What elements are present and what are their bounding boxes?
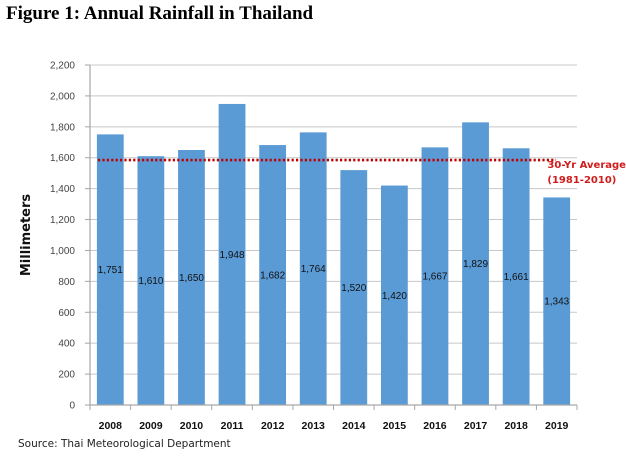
bar <box>462 122 489 405</box>
x-tick-label: 2010 <box>180 420 204 432</box>
bars <box>96 103 571 406</box>
bar <box>421 147 449 405</box>
x-tick-label: 2016 <box>423 420 447 432</box>
average-line-label: 30-Yr Average <box>547 160 626 171</box>
average-line-period: (1981-2010) <box>547 175 616 186</box>
data-label: 1,829 <box>463 259 488 270</box>
bar <box>380 185 408 405</box>
source-note: Source: Thai Meteorological Department <box>18 438 231 450</box>
bar <box>218 103 246 405</box>
bar <box>96 134 124 405</box>
x-tick-label: 2017 <box>464 420 488 432</box>
y-tick-label: 2,000 <box>50 91 75 102</box>
y-tick-label: 400 <box>58 339 75 350</box>
data-label: 1,650 <box>179 273 204 284</box>
x-tick-label: 2014 <box>342 420 366 432</box>
x-tick-label: 2018 <box>504 420 528 432</box>
data-labels: 1,751 1,610 1,650 1,948 1,682 1,764 1,520 1,420… <box>98 250 570 308</box>
y-tick-label: 1,600 <box>50 153 75 164</box>
x-tick-label: 2011 <box>221 420 244 432</box>
x-tick-label: 2015 <box>383 420 407 432</box>
bar <box>502 148 530 406</box>
x-tick-label: 2009 <box>139 420 163 432</box>
y-axis-label: Millimeters <box>19 194 34 277</box>
data-label: 1,667 <box>422 272 447 283</box>
data-label: 1,751 <box>98 265 123 276</box>
chart-title: Figure 1: Annual Rainfall in Thailand <box>6 3 314 24</box>
bar <box>137 156 165 405</box>
y-tick-label: 1,200 <box>50 215 75 226</box>
y-axis-ticks: 0 200 400 600 800 1,000 1,200 1,400 1,600 1,800 2,… <box>50 61 90 412</box>
y-tick-label: 1,400 <box>50 184 75 195</box>
data-label: 1,420 <box>382 291 407 302</box>
bar <box>178 150 205 405</box>
bar <box>543 197 571 405</box>
y-tick-label: 1,000 <box>50 246 75 257</box>
bar <box>340 170 368 405</box>
x-axis-ticks: 2008 2009 2010 2011 2012 2013 2014 2015 2016 2017… <box>89 405 578 432</box>
data-label: 1,661 <box>504 272 529 283</box>
y-tick-label: 0 <box>69 401 75 412</box>
data-label: 1,682 <box>260 271 285 282</box>
data-label: 1,764 <box>301 264 326 275</box>
data-label: 1,520 <box>341 283 366 294</box>
x-tick-label: 2012 <box>261 420 285 432</box>
data-label: 1,948 <box>220 250 245 261</box>
data-label: 1,610 <box>138 276 163 287</box>
x-tick-label: 2019 <box>545 420 569 432</box>
gridlines <box>90 64 577 375</box>
y-tick-label: 800 <box>58 277 75 288</box>
average-line-group: 30-Yr Average (1981-2010) <box>98 158 626 186</box>
y-tick-label: 200 <box>58 370 75 381</box>
x-tick-label: 2013 <box>302 420 326 432</box>
y-tick-label: 600 <box>58 308 75 319</box>
x-tick-label: 2008 <box>99 420 123 432</box>
bar <box>259 145 287 405</box>
y-tick-label: 1,800 <box>50 122 75 133</box>
y-tick-label: 2,200 <box>50 61 75 72</box>
data-label: 1,343 <box>544 297 569 308</box>
bar <box>299 132 327 405</box>
